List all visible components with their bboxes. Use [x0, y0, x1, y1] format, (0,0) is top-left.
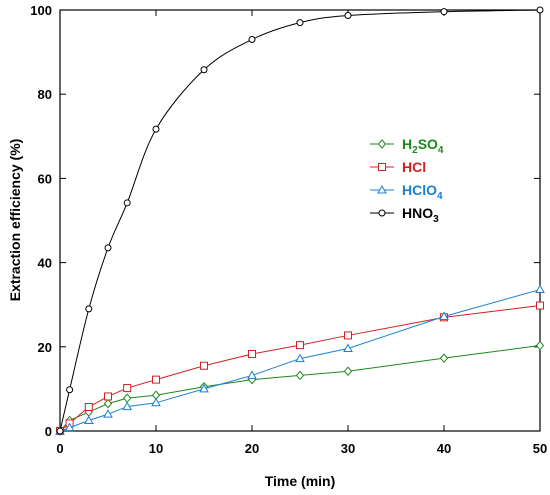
- tick-labels: 0 10 20 30 40 50 0 20 40 60 80 100: [30, 3, 547, 456]
- data-point-hclo4: [64, 422, 75, 432]
- legend-label-main: HClO: [402, 182, 437, 198]
- legend-label-hclo4: HClO4: [402, 182, 443, 202]
- series-line-hno3: [59, 9, 541, 432]
- data-point-hcl: [104, 392, 112, 401]
- data-point-hclo4: [122, 401, 133, 411]
- legend-marker-hclo4: [377, 184, 387, 194]
- y-tick-label: 20: [38, 340, 52, 355]
- legend-label-subscript: 4: [437, 191, 443, 202]
- data-point-hclo4: [439, 311, 449, 320]
- data-point-hcl: [84, 403, 93, 412]
- legend-item-hno3: HNO3: [370, 205, 439, 225]
- data-point-hno3: [200, 66, 208, 74]
- legend-label-h2so4: H2SO4: [402, 136, 444, 156]
- series-line-hcl: [59, 305, 541, 432]
- legend-label-main: H: [402, 136, 412, 152]
- series-hclo4: [55, 284, 545, 435]
- legend-label-hcl: HCl: [402, 159, 426, 175]
- data-point-hcl: [248, 349, 256, 358]
- data-point-hno3: [104, 244, 112, 252]
- data-point-hclo4: [535, 284, 545, 294]
- data-point-hcl: [123, 384, 132, 393]
- plot-frame: [59, 9, 541, 432]
- series-hcl: [56, 301, 544, 435]
- legend-marker-hno3: [378, 209, 386, 217]
- legend-marker-h2so4: [377, 139, 387, 149]
- x-axis-title: Time (min): [265, 473, 336, 489]
- y-tick-label: 80: [38, 87, 52, 102]
- data-point-hclo4: [247, 370, 257, 379]
- y-tick-label: 60: [38, 171, 52, 186]
- legend-label-subscript: 2: [412, 145, 418, 156]
- x-tick-label: 40: [437, 441, 451, 456]
- legend-marker-hcl: [378, 163, 386, 171]
- data-point-hclo4: [199, 383, 209, 393]
- x-tick-label: 20: [245, 441, 259, 456]
- data-point-hclo4: [295, 353, 305, 363]
- data-point-hcl: [296, 341, 304, 350]
- data-point-h2so4: [295, 370, 305, 381]
- legend-label-main: HCl: [402, 159, 426, 175]
- data-point-h2so4: [103, 398, 113, 409]
- data-point-h2so4: [123, 393, 132, 403]
- data-point-hclo4: [151, 397, 161, 407]
- data-point-hno3: [296, 19, 304, 27]
- data-point-hno3: [536, 6, 544, 14]
- x-tick-label: 30: [341, 441, 355, 456]
- data-point-h2so4: [439, 353, 449, 363]
- legend-item-hcl: HCl: [370, 159, 426, 175]
- data-point-hcl: [200, 361, 208, 370]
- data-point-hno3: [123, 199, 131, 207]
- x-tick-label: 50: [533, 441, 547, 456]
- data-point-hno3: [66, 386, 74, 394]
- data-point-hclo4: [103, 409, 113, 418]
- data-point-hno3: [152, 125, 160, 133]
- x-tick-label: 0: [56, 441, 63, 456]
- data-point-h2so4: [535, 340, 545, 351]
- series-line-h2so4: [59, 345, 541, 432]
- y-tick-label: 40: [38, 256, 52, 271]
- data-point-hcl: [152, 375, 160, 384]
- legend-label-main: HNO: [402, 205, 433, 221]
- data-point-hcl: [536, 301, 544, 310]
- data-point-hno3: [56, 427, 64, 435]
- data-point-h2so4: [343, 366, 353, 376]
- legend-item-h2so4: H2SO4: [370, 136, 444, 156]
- data-point-hclo4: [83, 415, 94, 424]
- legend-label-hno3: HNO3: [402, 205, 439, 225]
- data-point-hno3: [248, 35, 256, 43]
- series-layer: [55, 6, 545, 436]
- axis-ticks: [59, 9, 541, 432]
- data-point-hclo4: [343, 343, 353, 352]
- legend-item-hclo4: HClO4: [370, 182, 443, 202]
- data-point-hcl: [344, 331, 352, 340]
- series-hno3: [56, 6, 544, 435]
- data-point-hno3: [440, 8, 448, 16]
- data-point-hno3: [344, 11, 352, 19]
- legend-label-subscript: 3: [433, 214, 439, 225]
- y-tick-label: 100: [30, 3, 52, 18]
- y-tick-label: 0: [45, 424, 52, 439]
- x-tick-label: 10: [149, 441, 163, 456]
- y-axis-title: Extraction efficiency (%): [7, 139, 23, 302]
- legend-label-main: SO: [418, 136, 438, 152]
- data-point-hno3: [85, 305, 93, 313]
- legend-label-subscript: 4: [438, 145, 444, 156]
